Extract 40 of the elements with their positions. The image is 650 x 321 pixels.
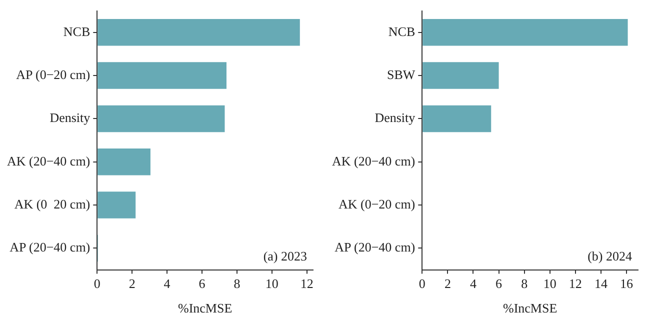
y-tick-label: AK (20−40 cm): [332, 153, 416, 168]
bar: [98, 19, 300, 46]
y-tick-label: AP (0−20 cm): [16, 66, 90, 82]
y-tick-label: AP (20−40 cm): [10, 240, 90, 255]
x-tick-label: 4: [164, 276, 171, 292]
y-tick-label: AK (20−40 cm): [6, 153, 90, 168]
bar: [98, 148, 150, 176]
x-axis-title: %IncMSE: [178, 300, 232, 316]
x-tick-label: 2: [444, 276, 451, 292]
x-tick-label: 16: [620, 276, 634, 292]
bar: [422, 62, 499, 89]
y-tick-label: NCB: [388, 24, 416, 39]
y-tick-label: SBW: [386, 66, 416, 82]
y-tick-label: Density: [374, 110, 416, 126]
bar: [98, 62, 226, 89]
x-tick-label: 0: [418, 276, 426, 292]
y-tick-label: AK (0−20 cm): [338, 196, 416, 212]
x-tick-label: 10: [265, 276, 278, 292]
x-tick-label: 0: [94, 276, 100, 292]
y-tick-label: AK (0 20 cm): [14, 196, 90, 212]
y-tick-label: AP (20−40 cm): [334, 240, 416, 255]
x-tick-label: 12: [300, 276, 314, 292]
x-tick-label: 2: [128, 276, 136, 292]
bar: [98, 192, 136, 218]
y-tick-label: NCB: [63, 24, 90, 39]
x-tick-label: 8: [234, 276, 240, 292]
x-tick-label: 6: [496, 276, 503, 292]
x-tick-label: 14: [594, 276, 608, 292]
annotation: (a) 2023: [263, 248, 307, 264]
bar: [422, 19, 628, 46]
annotation: (b) 2024: [588, 248, 632, 264]
x-tick-label: 10: [543, 276, 556, 292]
x-tick-label: 6: [198, 276, 206, 292]
x-tick-label: 8: [521, 276, 528, 292]
bar: [98, 105, 225, 132]
y-tick-label: Density: [50, 110, 91, 126]
x-tick-label: 4: [470, 276, 477, 292]
x-axis-title: %IncMSE: [502, 300, 558, 316]
bar: [422, 105, 492, 132]
x-tick-label: 12: [568, 276, 582, 292]
